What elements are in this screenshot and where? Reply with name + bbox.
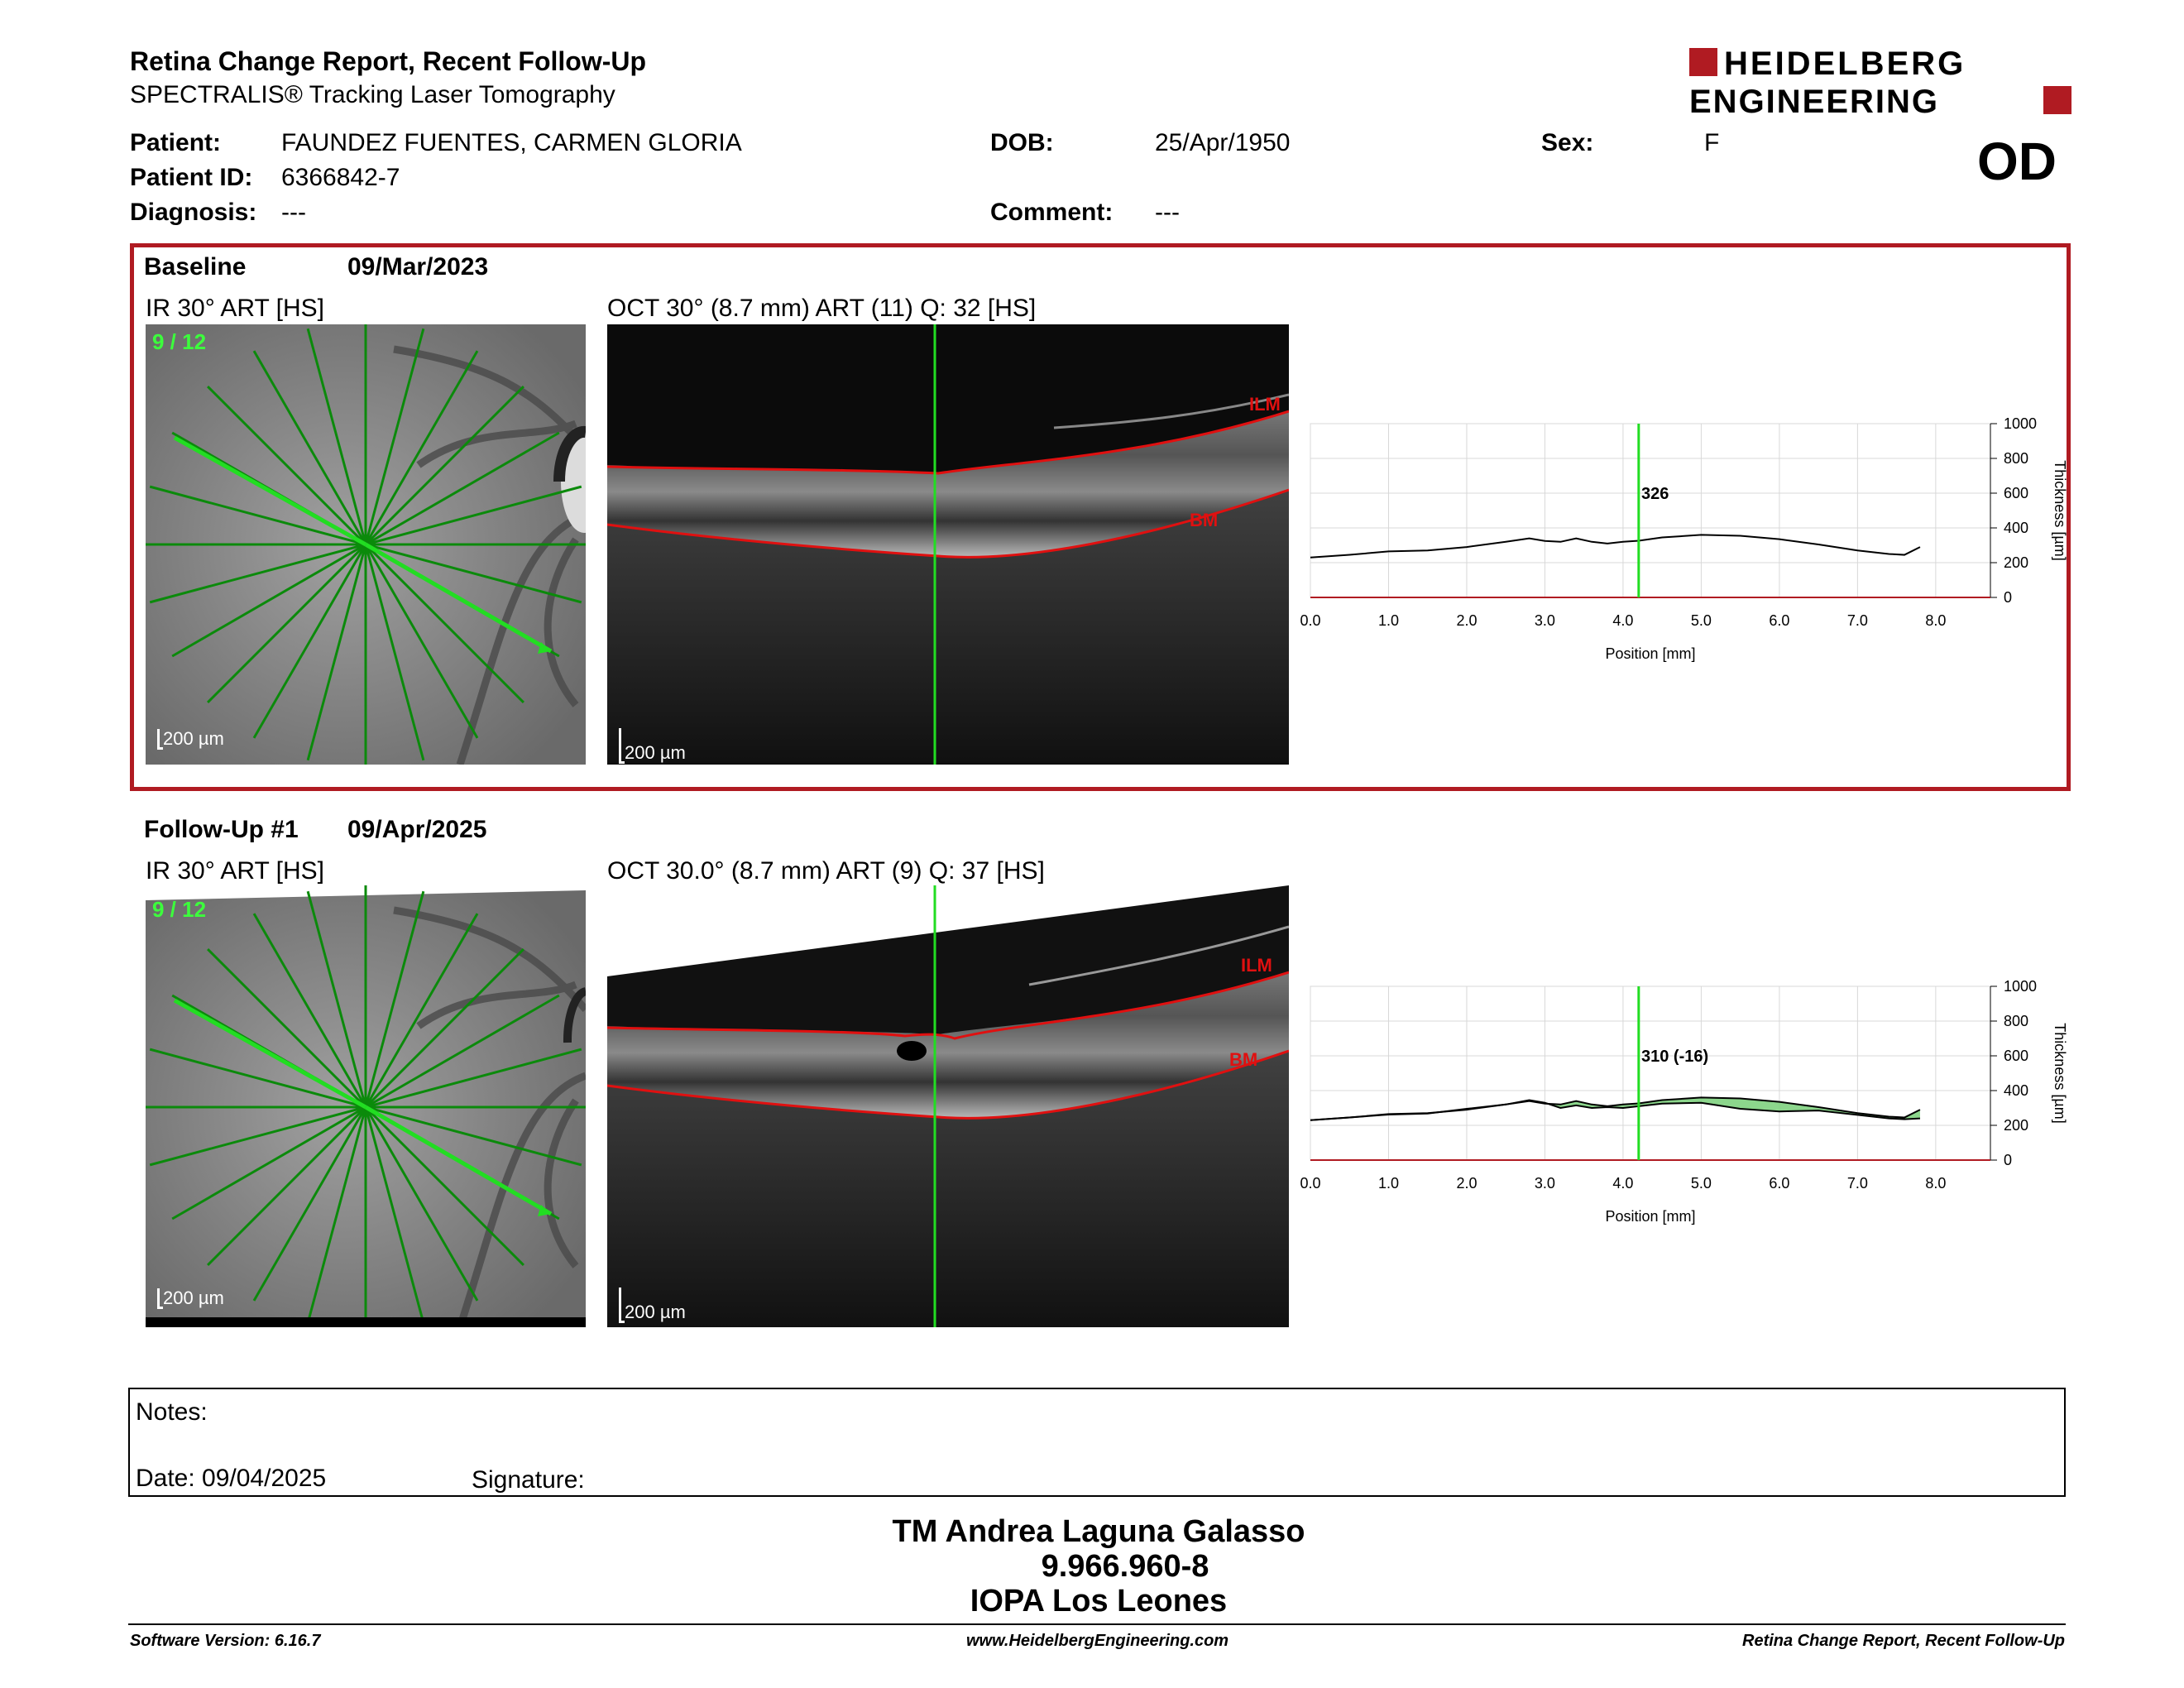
notes-label: Notes:: [136, 1398, 208, 1426]
signature-rut: 9.966.960-8: [1041, 1549, 1209, 1584]
followup-chart-x-tick-label: 3.0: [1535, 1175, 1555, 1192]
followup-slice-fraction: 9 / 12: [152, 897, 207, 922]
baseline-chart-y-tick-label: 200: [2004, 554, 2028, 571]
baseline-bm-label: BM: [1190, 510, 1219, 530]
footer-divider: [128, 1623, 2066, 1625]
followup-chart-x-tick-label: 0.0: [1300, 1175, 1320, 1192]
followup-chart-thickness-line-1: [1310, 1099, 1921, 1121]
baseline-chart-value: 326: [1641, 485, 1669, 503]
patient-id-label: Patient ID:: [130, 164, 253, 191]
comment-label: Comment:: [990, 199, 1114, 226]
baseline-date: 09/Mar/2023: [347, 253, 489, 281]
logo-line-1: HEIDELBERG: [1724, 46, 1966, 82]
baseline-chart-y-tick-label: 800: [2004, 450, 2028, 467]
baseline-label: Baseline: [144, 253, 247, 281]
followup-chart-y-tick-label: 400: [2004, 1082, 2028, 1099]
followup-ir-label: IR 30° ART [HS]: [146, 857, 324, 885]
followup-chart-x-tick-label: 5.0: [1691, 1175, 1712, 1192]
baseline-chart-x-tick-label: 7.0: [1847, 612, 1868, 629]
followup-chart-plot-area: [1310, 985, 1991, 1161]
followup-chart-y-tick-label: 1000: [2004, 978, 2037, 995]
diagnosis-label: Diagnosis:: [130, 199, 257, 226]
followup-chart-y-tick-label: 800: [2004, 1013, 2028, 1029]
baseline-slice-fraction: 9 / 12: [152, 329, 207, 354]
baseline-oct-scalebar: 200 µm: [619, 728, 686, 764]
baseline-chart-x-tick-label: 8.0: [1925, 612, 1946, 629]
footer-report-name: Retina Change Report, Recent Follow-Up: [1742, 1632, 2066, 1650]
followup-chart-x-tick-label: 4.0: [1612, 1175, 1633, 1192]
comment-value: ---: [1155, 199, 1180, 226]
baseline-chart-thickness-line-0: [1310, 534, 1921, 559]
baseline-ir-label: IR 30° ART [HS]: [146, 295, 324, 322]
footer-software-version: Software Version: 6.16.7: [130, 1632, 321, 1650]
followup-chart-x-tick-label: 6.0: [1769, 1175, 1789, 1192]
baseline-ir-scalebar: 200 µm: [157, 728, 224, 750]
eye-indicator: OD: [1977, 132, 2057, 191]
notes-box: [128, 1388, 2066, 1497]
followup-chart-x-axis-label: Position [mm]: [1605, 1208, 1695, 1225]
baseline-frame: [130, 243, 2071, 791]
sex-label: Sex:: [1541, 129, 1594, 156]
report-title: Retina Change Report, Recent Follow-Up: [130, 46, 647, 76]
followup-date: 09/Apr/2025: [347, 816, 487, 843]
baseline-ir-scale-text: 200 µm: [163, 728, 224, 749]
patient-id-value: 6366842-7: [281, 164, 400, 191]
followup-chart-y-tick-label: 200: [2004, 1117, 2028, 1134]
signature-label: Signature:: [472, 1466, 585, 1494]
baseline-ir-image: 9 / 12 200 µm: [146, 324, 586, 765]
followup-bm-label: BM: [1229, 1049, 1258, 1070]
followup-ilm-label: ILM: [1241, 955, 1272, 976]
baseline-thickness-chart: 0.0 1.0 2.0 3.0 4.0 5.0 6.0 7.0 8.0 0 200 400 600 800…: [1300, 415, 2068, 662]
notes-date: Date: 09/04/2025: [136, 1465, 327, 1492]
footer-website: www.HeidelbergEngineering.com: [966, 1632, 1229, 1650]
followup-chart-y-tick-label: 0: [2004, 1152, 2012, 1168]
followup-chart-change-area: [1310, 1097, 1920, 1120]
baseline-chart-x-tick-label: 4.0: [1612, 612, 1633, 629]
signature-name: TM Andrea Laguna Galasso: [892, 1514, 1305, 1549]
baseline-chart-x-tick-label: 2.0: [1456, 612, 1477, 629]
signature-org: IOPA Los Leones: [970, 1584, 1228, 1618]
report-subtitle: SPECTRALIS® Tracking Laser Tomography: [130, 81, 615, 108]
followup-ir-scalebar: 200 µm: [157, 1288, 224, 1309]
baseline-chart-y-axis-label: Thickness [µm]: [2052, 460, 2068, 560]
followup-chart-value: 310 (-16): [1641, 1048, 1709, 1066]
baseline-chart-plot-area: [1310, 423, 1991, 598]
baseline-ilm-label: ILM: [1249, 394, 1281, 415]
followup-thickness-chart: 0.0 1.0 2.0 3.0 4.0 5.0 6.0 7.0 8.0 0 200 400 600 800…: [1300, 978, 2068, 1225]
baseline-oct-label: OCT 30° (8.7 mm) ART (11) Q: 32 [HS]: [607, 295, 1037, 322]
dob-value: 25/Apr/1950: [1155, 129, 1291, 156]
baseline-chart-x-tick-label: 3.0: [1535, 612, 1555, 629]
followup-ir-image: 9 / 12 200 µm: [146, 885, 586, 1327]
baseline-chart-y-tick-label: 1000: [2004, 415, 2037, 432]
followup-chart-x-tick-label: 1.0: [1378, 1175, 1399, 1192]
heidelberg-logo: HEIDELBERG ENGINEERING: [1689, 46, 2071, 117]
baseline-chart-x-tick-label: 1.0: [1378, 612, 1399, 629]
logo-line-2: ENGINEERING: [1689, 84, 1939, 117]
patient-label: Patient:: [130, 129, 222, 156]
followup-chart-x-tick-label: 8.0: [1925, 1175, 1946, 1192]
patient-name: FAUNDEZ FUENTES, CARMEN GLORIA: [281, 129, 742, 156]
baseline-chart-y-tick-label: 0: [2004, 589, 2012, 606]
followup-chart-x-tick-label: 7.0: [1847, 1175, 1868, 1192]
followup-oct-scalebar: 200 µm: [619, 1288, 686, 1323]
baseline-oct-image: ILM BM 200 µm: [607, 324, 1289, 765]
dob-label: DOB:: [990, 129, 1054, 156]
baseline-chart-x-tick-label: 0.0: [1300, 612, 1320, 629]
baseline-chart-x-tick-label: 5.0: [1691, 612, 1712, 629]
followup-oct-scale-text: 200 µm: [625, 1302, 686, 1322]
followup-oct-image: ILM BM 200 µm: [607, 885, 1289, 1327]
baseline-chart-y-tick-label: 400: [2004, 520, 2028, 536]
sex-value: F: [1704, 129, 1720, 156]
baseline-chart-y-tick-label: 600: [2004, 485, 2028, 501]
followup-chart-x-tick-label: 2.0: [1456, 1175, 1477, 1192]
followup-label: Follow-Up #1: [144, 816, 299, 843]
baseline-chart-x-axis-label: Position [mm]: [1605, 645, 1695, 662]
followup-oct-label: OCT 30.0° (8.7 mm) ART (9) Q: 37 [HS]: [607, 857, 1045, 885]
baseline-chart-x-tick-label: 6.0: [1769, 612, 1789, 629]
followup-chart-y-tick-label: 600: [2004, 1048, 2028, 1064]
baseline-oct-scale-text: 200 µm: [625, 742, 686, 763]
followup-ir-scale-text: 200 µm: [163, 1288, 224, 1308]
diagnosis-value: ---: [281, 199, 306, 226]
followup-chart-y-axis-label: Thickness [µm]: [2052, 1023, 2068, 1123]
